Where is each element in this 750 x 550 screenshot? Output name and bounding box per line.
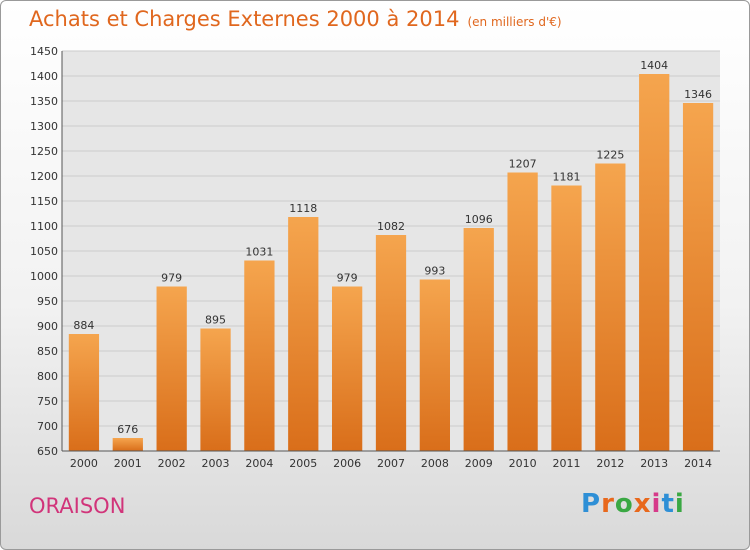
chart-title-main: Achats et Charges Externes 2000 à 2014 xyxy=(29,7,460,31)
y-tick-label: 1100 xyxy=(30,220,58,233)
y-tick-label: 800 xyxy=(37,370,58,383)
x-tick-label-2001: 2001 xyxy=(114,457,142,470)
bar-2013 xyxy=(639,74,670,451)
bar-2000 xyxy=(68,334,100,451)
logo-letter: i xyxy=(651,489,662,519)
x-tick-label-2010: 2010 xyxy=(509,457,537,470)
value-label-2005: 1118 xyxy=(289,202,317,215)
y-tick-label: 1200 xyxy=(30,170,58,183)
bar-2008 xyxy=(419,279,451,451)
chart-subtitle: (en milliers d'€) xyxy=(467,15,562,29)
logo-letter: i xyxy=(674,489,685,519)
logo-letter: o xyxy=(614,489,634,519)
value-label-2014: 1346 xyxy=(684,88,712,101)
value-label-2013: 1404 xyxy=(640,59,668,72)
bar-2006 xyxy=(331,286,363,451)
bar-2002 xyxy=(156,286,187,451)
x-tick-label-2011: 2011 xyxy=(552,457,580,470)
y-tick-label: 1250 xyxy=(30,145,58,158)
x-tick-label-2008: 2008 xyxy=(421,457,449,470)
y-tick-label: 700 xyxy=(37,420,58,433)
value-label-2006: 979 xyxy=(337,272,358,285)
logo-letter: t xyxy=(661,489,675,519)
x-tick-label-2004: 2004 xyxy=(245,457,273,470)
proxiti-logo: Proxiti xyxy=(581,489,685,519)
y-tick-label: 750 xyxy=(37,395,58,408)
bar-2010 xyxy=(507,172,538,451)
y-tick-label: 1000 xyxy=(30,270,58,283)
location-label: ORAISON xyxy=(29,494,126,518)
x-tick-label-2007: 2007 xyxy=(377,457,405,470)
x-tick-label-2012: 2012 xyxy=(596,457,624,470)
logo-letter: x xyxy=(633,489,652,519)
y-tick-label: 1050 xyxy=(30,245,58,258)
value-label-2009: 1096 xyxy=(465,213,493,226)
y-tick-label: 650 xyxy=(37,445,58,458)
x-tick-label-2006: 2006 xyxy=(333,457,361,470)
y-tick-label: 1400 xyxy=(30,70,58,83)
value-label-2008: 993 xyxy=(424,265,445,278)
x-tick-label-2000: 2000 xyxy=(70,457,98,470)
y-tick-label: 1300 xyxy=(30,120,58,133)
value-label-2004: 1031 xyxy=(245,246,273,259)
y-tick-label: 850 xyxy=(37,345,58,358)
logo-letter: P xyxy=(581,489,602,519)
value-label-2010: 1207 xyxy=(509,158,537,171)
x-tick-label-2002: 2002 xyxy=(158,457,186,470)
value-label-2002: 979 xyxy=(161,272,182,285)
x-tick-label-2009: 2009 xyxy=(465,457,493,470)
x-tick-label-2005: 2005 xyxy=(289,457,317,470)
bar-2004 xyxy=(244,260,275,451)
value-label-2012: 1225 xyxy=(596,149,624,162)
value-label-2001: 676 xyxy=(117,423,138,436)
y-tick-label: 1150 xyxy=(30,195,58,208)
x-tick-label-2003: 2003 xyxy=(202,457,230,470)
chart-title: Achats et Charges Externes 2000 à 2014 (e… xyxy=(29,7,562,31)
bar-2009 xyxy=(463,228,494,451)
y-tick-label: 950 xyxy=(37,295,58,308)
bar-2014 xyxy=(682,103,714,451)
x-tick-label-2013: 2013 xyxy=(640,457,668,470)
y-tick-label: 900 xyxy=(37,320,58,333)
x-tick-label-2014: 2014 xyxy=(684,457,712,470)
bar-2012 xyxy=(595,163,626,451)
logo-letter: r xyxy=(601,489,615,519)
bar-2005 xyxy=(288,217,319,451)
value-label-2000: 884 xyxy=(73,319,94,332)
y-tick-label: 1350 xyxy=(30,95,58,108)
value-label-2003: 895 xyxy=(205,314,226,327)
y-tick-label: 1450 xyxy=(30,45,58,58)
bar-2003 xyxy=(200,328,231,451)
value-label-2007: 1082 xyxy=(377,220,405,233)
bar-2011 xyxy=(551,185,582,451)
value-label-2011: 1181 xyxy=(552,171,580,184)
bar-2001 xyxy=(112,438,143,451)
bar-2007 xyxy=(375,235,407,451)
